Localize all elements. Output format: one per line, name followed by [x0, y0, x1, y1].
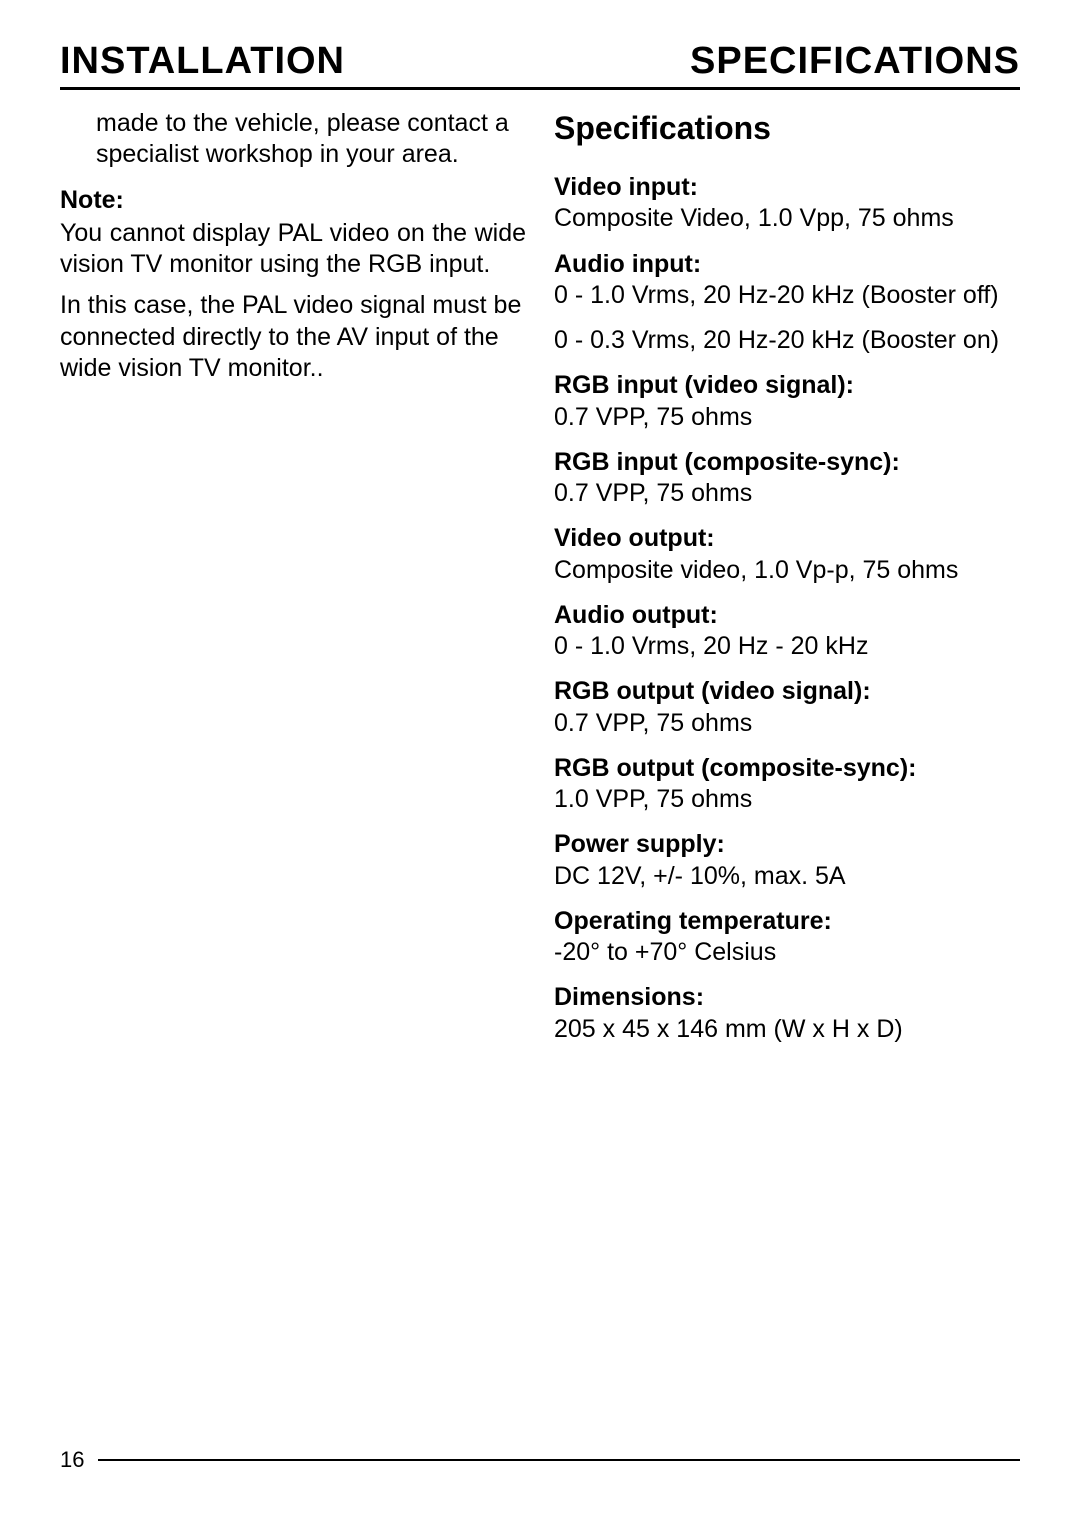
spec-label: Dimensions:	[554, 982, 1020, 1013]
note-paragraph-2: In this case, the PAL video signal must …	[60, 290, 526, 384]
page-header: INSTALLATION SPECIFICATIONS	[60, 40, 1020, 90]
spec-value: 0.7 VPP, 75 ohms	[554, 478, 1020, 509]
spec-label: Video input:	[554, 172, 1020, 203]
left-column: made to the vehicle, please contact a sp…	[60, 108, 526, 1059]
spec-label: RGB input (composite-sync):	[554, 447, 1020, 478]
spec-value: 0 - 1.0 Vrms, 20 Hz - 20 kHz	[554, 631, 1020, 662]
spec-label: RGB output (composite-sync):	[554, 753, 1020, 784]
spec-value: 1.0 VPP, 75 ohms	[554, 784, 1020, 815]
spec-label: Power supply:	[554, 829, 1020, 860]
spec-item: RGB input (video signal): 0.7 VPP, 75 oh…	[554, 370, 1020, 433]
header-right-title: SPECIFICATIONS	[690, 40, 1020, 83]
note-paragraph-1: You cannot display PAL video on the wide…	[60, 218, 526, 281]
header-left-title: INSTALLATION	[60, 40, 345, 83]
spec-label: Audio input:	[554, 249, 1020, 280]
spec-label: Audio output:	[554, 600, 1020, 631]
spec-value: 0.7 VPP, 75 ohms	[554, 708, 1020, 739]
spec-item: Video output: Composite video, 1.0 Vp-p,…	[554, 523, 1020, 586]
content-columns: made to the vehicle, please contact a sp…	[60, 108, 1020, 1059]
spec-item: RGB output (video signal): 0.7 VPP, 75 o…	[554, 676, 1020, 739]
footer-rule	[98, 1459, 1020, 1461]
spec-item: Video input: Composite Video, 1.0 Vpp, 7…	[554, 172, 1020, 235]
spec-item: RGB output (composite-sync): 1.0 VPP, 75…	[554, 753, 1020, 816]
right-column: Specifications Video input: Composite Vi…	[554, 108, 1020, 1059]
spec-value: 205 x 45 x 146 mm (W x H x D)	[554, 1014, 1020, 1045]
note-label: Note:	[60, 185, 526, 216]
spec-label: RGB input (video signal):	[554, 370, 1020, 401]
spec-value: DC 12V, +/- 10%, max. 5A	[554, 861, 1020, 892]
page-footer: 16	[60, 1447, 1020, 1473]
spec-item: Audio input: 0 - 1.0 Vrms, 20 Hz-20 kHz …	[554, 249, 1020, 312]
spec-label: RGB output (video signal):	[554, 676, 1020, 707]
spec-value: -20° to +70° Celsius	[554, 937, 1020, 968]
spec-label: Operating temperature:	[554, 906, 1020, 937]
intro-paragraph: made to the vehicle, please contact a sp…	[96, 108, 526, 171]
spec-item: 0 - 0.3 Vrms, 20 Hz-20 kHz (Booster on)	[554, 325, 1020, 356]
spec-value: Composite video, 1.0 Vp-p, 75 ohms	[554, 555, 1020, 586]
spec-value: 0 - 1.0 Vrms, 20 Hz-20 kHz (Booster off)	[554, 280, 1020, 311]
specifications-title: Specifications	[554, 108, 1020, 148]
spec-value: 0 - 0.3 Vrms, 20 Hz-20 kHz (Booster on)	[554, 325, 1020, 356]
page-number: 16	[60, 1447, 98, 1473]
spec-value: Composite Video, 1.0 Vpp, 75 ohms	[554, 203, 1020, 234]
spec-label: Video output:	[554, 523, 1020, 554]
spec-item: Audio output: 0 - 1.0 Vrms, 20 Hz - 20 k…	[554, 600, 1020, 663]
spec-item: RGB input (composite-sync): 0.7 VPP, 75 …	[554, 447, 1020, 510]
spec-item: Dimensions: 205 x 45 x 146 mm (W x H x D…	[554, 982, 1020, 1045]
spec-item: Operating temperature: -20° to +70° Cels…	[554, 906, 1020, 969]
spec-item: Power supply: DC 12V, +/- 10%, max. 5A	[554, 829, 1020, 892]
spec-value: 0.7 VPP, 75 ohms	[554, 402, 1020, 433]
